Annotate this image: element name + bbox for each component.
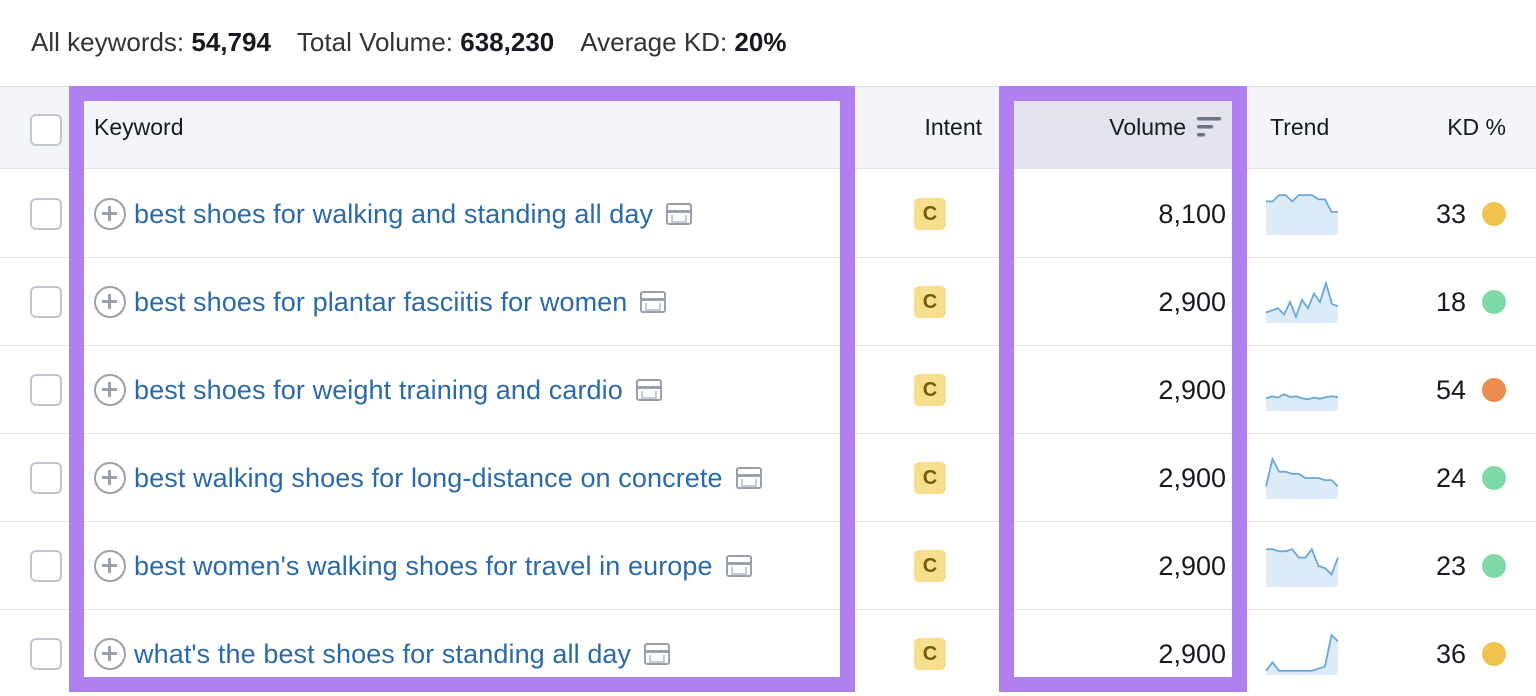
- kd-value: 23: [1435, 550, 1466, 581]
- trend-area: [1266, 549, 1338, 587]
- keyword-cell: what's the best shoes for standing all d…: [94, 610, 671, 696]
- kd-difficulty-dot: [1482, 466, 1506, 490]
- keyword-cell: best women's walking shoes for travel in…: [94, 522, 752, 610]
- trend-line: [1266, 194, 1338, 213]
- average-kd-stat: Average KD: 20%: [580, 26, 787, 57]
- volume-value: 2,900: [1158, 638, 1226, 669]
- row-checkbox[interactable]: [30, 286, 62, 318]
- plus-circle-icon[interactable]: [94, 286, 126, 318]
- table-header: Keyword Intent Volume Trend KD %: [0, 86, 1536, 169]
- keyword-link[interactable]: best women's walking shoes for travel in…: [134, 550, 713, 581]
- kd-difficulty-dot: [1482, 378, 1506, 402]
- kd-value: 54: [1435, 374, 1466, 405]
- intent-badge[interactable]: C: [914, 198, 946, 230]
- keyword-link[interactable]: what's the best shoes for standing all d…: [134, 638, 632, 669]
- table-row: best walking shoes for long-distance on …: [0, 434, 1536, 522]
- keyword-cell: best shoes for walking and standing all …: [94, 170, 693, 258]
- trend-line: [1265, 633, 1339, 672]
- intent-badge[interactable]: C: [914, 638, 946, 670]
- sort-descending-icon[interactable]: [1197, 116, 1223, 138]
- kd-difficulty-dot: [1482, 554, 1506, 578]
- plus-circle-icon[interactable]: [94, 638, 126, 670]
- kd-value: 33: [1435, 198, 1466, 229]
- serp-window-icon[interactable]: [666, 203, 693, 225]
- trend-sparkline[interactable]: [1265, 368, 1339, 412]
- volume-column-header[interactable]: Volume: [1109, 114, 1186, 140]
- row-checkbox[interactable]: [30, 374, 62, 406]
- plus-circle-icon[interactable]: [94, 374, 126, 406]
- volume-value: 2,900: [1158, 286, 1226, 317]
- serp-window-icon[interactable]: [644, 643, 671, 665]
- volume-value: 8,100: [1158, 198, 1226, 229]
- plus-circle-icon[interactable]: [94, 462, 126, 494]
- table-row: best shoes for walking and standing all …: [0, 170, 1536, 258]
- table-row: best women's walking shoes for travel in…: [0, 522, 1536, 610]
- trend-sparkline[interactable]: [1265, 456, 1339, 500]
- intent-badge[interactable]: C: [914, 374, 946, 406]
- row-checkbox[interactable]: [30, 198, 62, 230]
- intent-badge[interactable]: C: [914, 286, 946, 318]
- keyword-cell: best shoes for plantar fasciitis for wom…: [94, 258, 667, 346]
- all-keywords-stat: All keywords: 54,794: [31, 26, 271, 57]
- trend-sparkline[interactable]: [1265, 280, 1339, 324]
- kd-value: 36: [1435, 638, 1466, 669]
- row-checkbox[interactable]: [30, 638, 62, 670]
- trend-sparkline[interactable]: [1265, 544, 1339, 588]
- intent-column-header[interactable]: Intent: [924, 114, 982, 140]
- keyword-cell: best walking shoes for long-distance on …: [94, 434, 762, 522]
- keyword-cell: best shoes for weight training and cardi…: [94, 346, 662, 434]
- volume-value: 2,900: [1158, 374, 1226, 405]
- trend-sparkline[interactable]: [1265, 192, 1339, 236]
- kd-value: 24: [1435, 462, 1466, 493]
- trend-line: [1265, 456, 1339, 488]
- table-row: best shoes for plantar fasciitis for wom…: [0, 258, 1536, 346]
- select-all-checkbox[interactable]: [30, 114, 62, 146]
- keyword-link[interactable]: best shoes for walking and standing all …: [134, 198, 654, 229]
- keyword-link[interactable]: best walking shoes for long-distance on …: [134, 462, 723, 493]
- keyword-link[interactable]: best shoes for plantar fasciitis for wom…: [134, 286, 628, 317]
- volume-value: 2,900: [1158, 550, 1226, 581]
- plus-circle-icon[interactable]: [94, 198, 126, 230]
- serp-window-icon[interactable]: [640, 291, 667, 313]
- volume-value: 2,900: [1158, 462, 1226, 493]
- trend-area: [1266, 283, 1338, 323]
- kd-column-header[interactable]: KD %: [1447, 114, 1506, 140]
- keyword-link[interactable]: best shoes for weight training and cardi…: [134, 374, 623, 405]
- trend-column-header[interactable]: Trend: [1270, 114, 1330, 140]
- serp-window-icon[interactable]: [725, 555, 752, 577]
- keyword-column-header[interactable]: Keyword: [94, 114, 184, 140]
- plus-circle-icon[interactable]: [94, 550, 126, 582]
- serp-window-icon[interactable]: [735, 467, 762, 489]
- table-row: what's the best shoes for standing all d…: [0, 610, 1536, 696]
- kd-difficulty-dot: [1482, 642, 1506, 666]
- kd-difficulty-dot: [1482, 290, 1506, 314]
- trend-line: [1265, 393, 1339, 401]
- row-checkbox[interactable]: [30, 462, 62, 494]
- intent-badge[interactable]: C: [914, 462, 946, 494]
- keywords-summary: All keywords: 54,794 Total Volume: 638,2…: [31, 24, 812, 60]
- trend-line: [1266, 547, 1339, 576]
- intent-badge[interactable]: C: [914, 550, 946, 582]
- trend-line: [1265, 280, 1339, 320]
- row-checkbox[interactable]: [30, 550, 62, 582]
- table-row: best shoes for weight training and cardi…: [0, 346, 1536, 434]
- trend-area: [1266, 459, 1338, 499]
- serp-window-icon[interactable]: [635, 379, 662, 401]
- kd-difficulty-dot: [1482, 202, 1506, 226]
- trend-area: [1266, 394, 1338, 411]
- trend-area: [1266, 195, 1338, 235]
- kd-value: 18: [1435, 286, 1466, 317]
- total-volume-stat: Total Volume: 638,230: [296, 26, 555, 57]
- trend-sparkline[interactable]: [1265, 632, 1339, 676]
